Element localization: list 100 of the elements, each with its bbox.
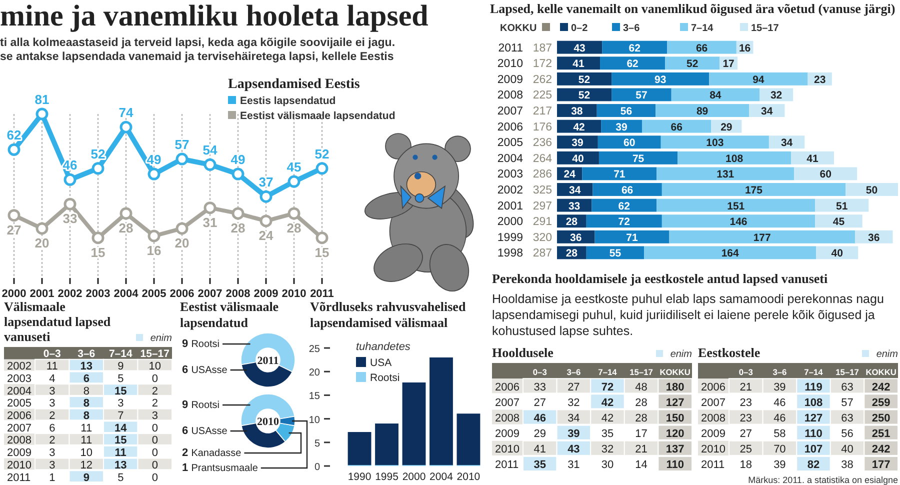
data-label: 38 [571, 106, 583, 118]
point [204, 202, 216, 214]
y-tick-label: 2006 [701, 381, 726, 394]
bar [456, 414, 480, 466]
bar [594, 230, 670, 244]
chart-title: Lapsendamised Eestis [228, 77, 360, 92]
data-label: 9 [182, 399, 192, 411]
data-label: 45 [832, 216, 845, 228]
bar [846, 183, 898, 196]
bar [816, 246, 858, 260]
y-tick-label: 2007 [7, 422, 32, 434]
y-tick-label: 2002 [497, 184, 523, 196]
data-label: 0 [152, 459, 158, 472]
x-tick-label: 3–6 [772, 366, 788, 377]
data-label: 17 [722, 58, 735, 70]
total-label: 320 [532, 232, 552, 244]
data-label: 42 [601, 396, 614, 409]
legend-label: Rootsi [370, 372, 400, 384]
data-label: 62 [628, 42, 641, 54]
data-label: 12 [80, 459, 92, 472]
x-tick-label: 2008 [226, 288, 250, 300]
bar [669, 230, 855, 244]
data-label: 119 [804, 381, 822, 394]
total-label: 187 [532, 42, 552, 54]
data-label: 10 [148, 360, 161, 373]
bar [582, 167, 657, 180]
text: 2010 [257, 416, 280, 428]
text: ti alla kolmeaastaseid ja terveid lapsi, keda aga kõigile soovijaile ei jagu. [0, 37, 396, 49]
data-label: 5 [118, 372, 124, 385]
data-label: 62 [618, 200, 630, 212]
total-label: 236 [532, 137, 552, 150]
y-tick-label: 2009 [495, 428, 520, 440]
y-tick-label: 2004 [7, 385, 32, 398]
y-tick-label: 0 [314, 462, 320, 473]
data-label: 57 [174, 137, 190, 152]
data-label: 3 [49, 398, 56, 410]
data-label: 30 [601, 459, 614, 472]
slice-label: Rootsi [191, 339, 220, 350]
data-label: 11 [80, 434, 92, 447]
data-label: 46 [774, 412, 786, 424]
bar [660, 136, 769, 149]
data-label: 24 [258, 228, 274, 243]
data-label: 31 [202, 214, 218, 230]
point [64, 173, 76, 186]
x-tick-label: 7–14 [108, 348, 132, 360]
point [148, 168, 160, 180]
data-label: 43 [574, 42, 586, 54]
data-label: 28 [230, 220, 246, 236]
bar [586, 246, 644, 260]
data-label: 60 [624, 137, 636, 150]
total-label: 176 [532, 121, 552, 134]
data-label: 17 [635, 428, 648, 440]
x-tick-label: 2010 [282, 288, 306, 300]
data-label: 42 [573, 121, 586, 134]
data-label: 164 [721, 248, 740, 260]
data-label: 15 [90, 244, 106, 260]
data-label: 137 [666, 444, 684, 456]
data-label: 1 [182, 462, 192, 474]
data-label: 89 [696, 106, 708, 118]
data-label: 38 [841, 459, 854, 472]
y-tick-label: 2010 [495, 444, 520, 456]
x-tick-label: KOKKU [866, 366, 896, 377]
data-label: 72 [601, 381, 614, 394]
data-label: 32 [770, 90, 782, 102]
bar [665, 56, 720, 70]
data-label: 29 [534, 428, 546, 440]
point [204, 158, 216, 171]
bar [671, 88, 760, 102]
data-label: 11 [46, 360, 58, 373]
data-label: 259 [872, 396, 890, 409]
data-label: 82 [807, 459, 820, 472]
data-label: 3 [49, 385, 56, 398]
data-label: 32 [601, 444, 614, 456]
data-label: 27 [6, 222, 22, 238]
data-label: 0 [152, 434, 158, 447]
data-label: 36 [868, 232, 880, 244]
text: Hooldamise ja eestkoste puhul elab laps samamoodi perekonnas nagu lapsendamisegi puhul, kuid juriidiliselt ei laiene perele kõik õigused ja kohustused lapse suhtes. [492, 292, 884, 338]
data-label: 41 [572, 58, 585, 70]
chart-title: Välismaale lapsendatud lapsed vanuseti [4, 299, 112, 344]
slice-label: Prantsusmaale [191, 463, 258, 474]
bar [375, 424, 398, 466]
point [260, 214, 272, 228]
x-tick-label: 2004 [430, 471, 454, 483]
y-tick-label: 2005 [7, 398, 32, 410]
y-axis-title: tuhandetes [356, 341, 411, 353]
data-label: 14 [114, 422, 128, 434]
data-label: 2 [152, 385, 158, 398]
bar [592, 183, 662, 196]
data-label: 7 [118, 410, 124, 422]
data-label: 11 [80, 422, 92, 434]
data-label: 28 [118, 220, 134, 236]
total-label: 291 [532, 216, 552, 228]
data-label: 9 [118, 360, 124, 373]
data-label: 62 [6, 128, 22, 143]
point [288, 175, 300, 188]
data-label: 42 [601, 412, 614, 424]
y-tick-label: 2001 [497, 200, 523, 212]
total-label: 217 [532, 106, 552, 118]
data-label: 72 [618, 216, 630, 228]
bar [557, 88, 612, 102]
